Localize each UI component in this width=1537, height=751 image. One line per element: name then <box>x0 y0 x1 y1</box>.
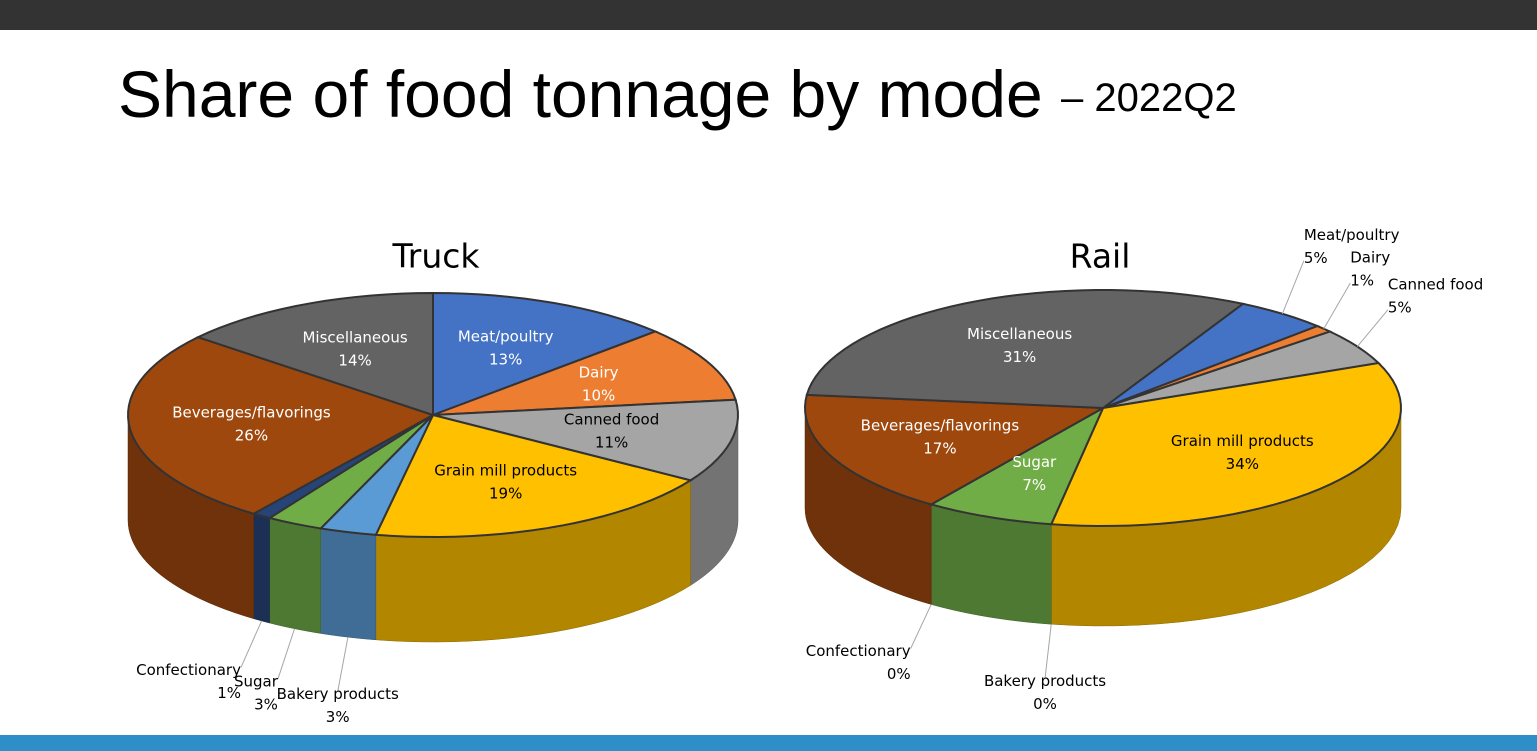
slice-category: Dairy <box>579 363 619 381</box>
title: Share of food tonnage by mode <box>118 57 1043 131</box>
slice-value: 17% <box>923 440 956 458</box>
slice-category: Sugar <box>234 673 279 691</box>
slice-value: 5% <box>1304 249 1328 267</box>
slice-value: 1% <box>217 684 241 702</box>
slice-category: Grain mill products <box>1171 432 1314 450</box>
slice-value: 14% <box>338 351 371 369</box>
slice-value: 26% <box>235 427 268 445</box>
slice-value: 10% <box>582 386 615 404</box>
leader-line <box>1323 282 1351 329</box>
bottom-bar <box>0 735 1537 751</box>
pie-title: Rail <box>1070 237 1131 276</box>
leader-line <box>337 637 349 692</box>
slice <box>1049 361 1402 527</box>
slice-category: Meat/poultry <box>1304 226 1400 244</box>
slice-category: Bakery products <box>984 672 1106 690</box>
slice-category: Bakery products <box>277 685 399 703</box>
slice-value: 31% <box>1003 348 1036 366</box>
slice-category: Confectionary <box>806 642 911 660</box>
slice-category: Miscellaneous <box>967 325 1072 343</box>
slice <box>127 336 436 515</box>
slice-value: 13% <box>489 350 522 368</box>
slice-value: 0% <box>887 665 911 683</box>
leader-line <box>240 620 263 668</box>
subtitle: – 2022Q2 <box>1061 76 1237 120</box>
slice-category: Canned food <box>564 410 659 428</box>
slice-value: 0% <box>1033 695 1057 713</box>
slice-value: 3% <box>326 708 350 726</box>
slice <box>374 413 694 538</box>
slice-side <box>269 517 321 634</box>
slice-value: 5% <box>1388 298 1412 316</box>
slice-side <box>320 528 377 641</box>
slide-title: Share of food tonnage by mode – 2022Q2 <box>118 57 1237 131</box>
slice-value: 34% <box>1226 455 1259 473</box>
slice <box>432 398 739 482</box>
slice <box>195 291 434 417</box>
slice-side <box>253 513 270 624</box>
slice-category: Dairy <box>1350 249 1390 267</box>
slice-value: 3% <box>254 696 278 714</box>
slice-category: Canned food <box>1388 275 1483 293</box>
slice <box>804 393 1107 506</box>
slice-category: Beverages/flavorings <box>861 417 1020 435</box>
leader-line <box>1356 309 1389 347</box>
pie-title: Truck <box>391 237 480 276</box>
slice <box>432 291 659 417</box>
leader-line <box>1281 260 1305 314</box>
slice <box>432 330 738 416</box>
leader-line <box>277 628 296 680</box>
leader-line <box>1044 624 1052 679</box>
leader-line <box>910 604 932 649</box>
slice-value: 19% <box>489 485 522 503</box>
slice <box>928 405 1106 526</box>
slice-category: Sugar <box>1012 453 1057 471</box>
slice-category: Grain mill products <box>434 462 577 480</box>
slice-category: Miscellaneous <box>302 328 407 346</box>
slice-value: 1% <box>1350 272 1374 290</box>
slice-category: Meat/poultry <box>458 327 554 345</box>
slice <box>805 289 1246 410</box>
slice-value: 7% <box>1022 476 1046 494</box>
slice-category: Beverages/flavorings <box>172 404 331 422</box>
slice-value: 11% <box>595 433 628 451</box>
slice-category: Confectionary <box>136 661 241 679</box>
top-bar <box>0 0 1537 30</box>
slice <box>1102 302 1321 409</box>
